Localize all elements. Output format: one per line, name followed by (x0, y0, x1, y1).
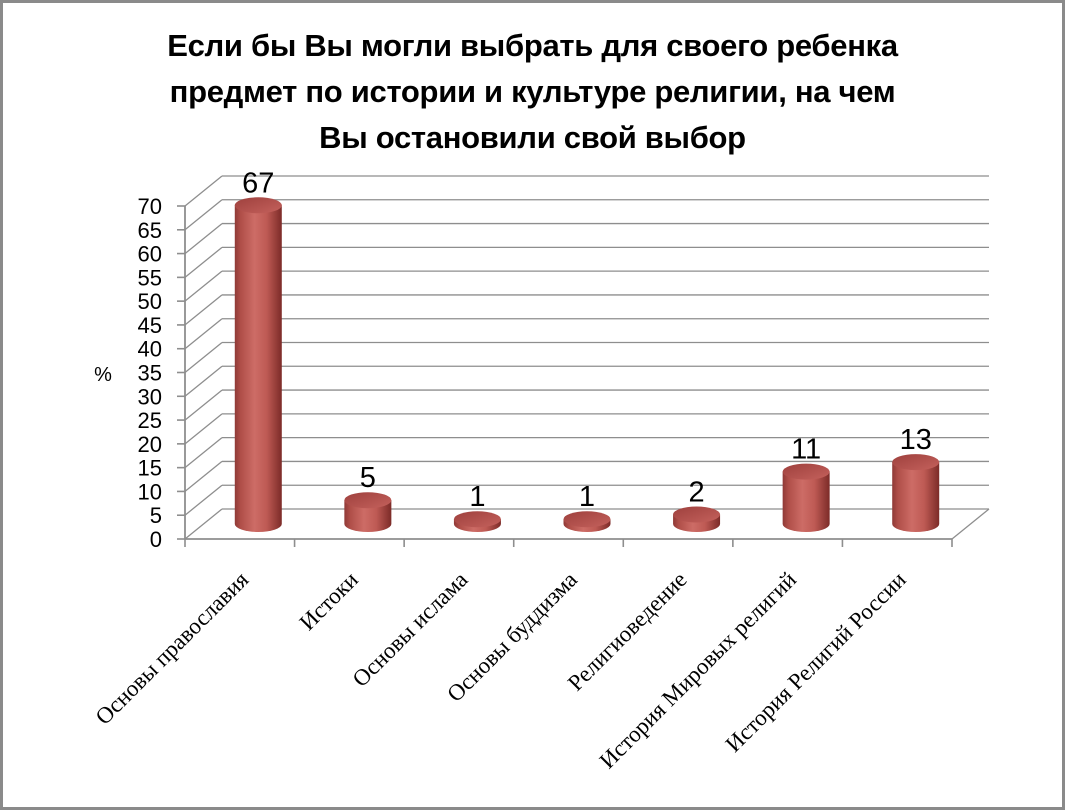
bar-cylinder-body (234, 205, 282, 532)
category-label: Основы православия (91, 567, 254, 730)
bar-value-label: 2 (689, 476, 705, 508)
y-tick-label: 20 (138, 432, 162, 457)
category-label: История Религий России (721, 567, 911, 757)
gridline-sidewall (184, 318, 223, 350)
gridline-sidewall (184, 199, 223, 231)
gridline-sidewall (184, 246, 223, 278)
gridline-sidewall (184, 460, 223, 492)
bar-layer (234, 197, 940, 532)
bar-cylinder-top (234, 197, 282, 214)
gridline-sidewall (184, 175, 223, 207)
gridline-sidewall (184, 365, 223, 397)
bar-cylinder (892, 454, 940, 532)
bar-value-label: 1 (579, 481, 595, 513)
y-tick-label: 70 (138, 194, 162, 219)
bar-cylinder-top (673, 506, 721, 523)
axis-layer (177, 205, 953, 547)
bar-value-label: 1 (469, 481, 485, 513)
bar-cylinder-top (892, 454, 940, 471)
bar-cylinder (453, 511, 501, 532)
y-tick-label: 25 (138, 408, 162, 433)
bar-cylinder-top (453, 511, 501, 528)
bar-cylinder-body (782, 471, 830, 532)
gridline-sidewall (184, 294, 223, 326)
gridline-sidewall (184, 223, 223, 255)
category-label: Истоки (295, 567, 363, 635)
bar-cylinder (563, 511, 611, 532)
y-tick-label: 55 (138, 265, 162, 290)
bar-cylinder-body (344, 500, 392, 532)
category-label: Религиоведение (563, 567, 692, 696)
y-tick-label: 30 (138, 384, 162, 409)
chart-title-line-2: предмет по истории и культуре религии, н… (169, 74, 896, 109)
gridline-sidewall (184, 413, 223, 445)
gridline-sidewall (184, 484, 223, 516)
chart-title-line-3: Вы остановили свой выбор (319, 120, 746, 155)
y-tick-label: 50 (138, 289, 162, 314)
gridline-sidewall (184, 389, 223, 421)
gridline-sidewall (184, 270, 223, 302)
y-tick-label: 40 (138, 337, 162, 362)
bar-cylinder (782, 463, 830, 532)
y-tick-label: 15 (138, 456, 162, 481)
bar-cylinder-body (892, 462, 940, 532)
y-tick-label: 45 (138, 313, 162, 338)
bar-cylinder-top (563, 511, 611, 528)
y-axis-title: % (94, 364, 112, 386)
bar-value-label: 13 (900, 424, 932, 456)
chart-title-line-1: Если бы Вы могли выбрать для своего ребе… (167, 28, 898, 63)
gridline-sidewall (184, 341, 223, 374)
floor-right-edge (951, 508, 990, 540)
gridline-sidewall (184, 508, 223, 540)
y-tick-label: 65 (138, 218, 162, 243)
y-tick-label: 35 (138, 361, 162, 386)
category-label: История Мировых религий (595, 567, 802, 774)
bar-cylinder (673, 506, 721, 532)
gridline-sidewall (184, 437, 223, 469)
y-tick-label: 0 (150, 527, 162, 552)
bar-value-label: 11 (791, 434, 821, 466)
bar-value-label: 5 (360, 462, 376, 494)
bar-cylinder-top (344, 492, 392, 509)
bar-cylinder (234, 197, 282, 532)
y-tick-label: 5 (150, 503, 162, 528)
grid-layer (184, 175, 990, 540)
category-label: Основы ислама (348, 567, 473, 692)
y-tick-label: 60 (138, 242, 162, 267)
bar-cylinder (344, 492, 392, 532)
chart-title: Если бы Вы могли выбрать для своего ребе… (3, 23, 1062, 161)
bar-cylinder-top (782, 463, 830, 480)
y-tick-label: 10 (138, 479, 162, 504)
bar-value-label: 67 (242, 167, 274, 199)
